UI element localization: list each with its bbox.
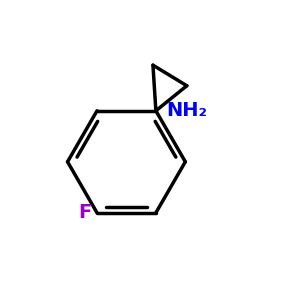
- Text: NH₂: NH₂: [166, 101, 207, 120]
- Text: F: F: [78, 203, 91, 222]
